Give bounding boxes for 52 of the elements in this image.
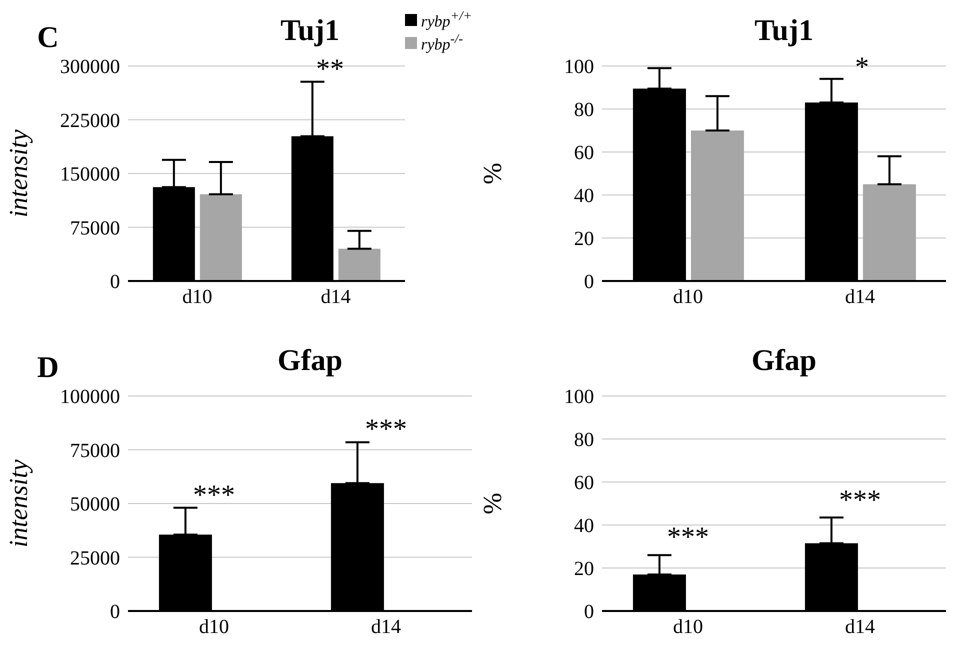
y-tick-label: 75000 xyxy=(70,217,120,240)
chart-title: Gfap xyxy=(750,344,818,378)
legend-label: rybp$^{+/+}$ xyxy=(420,8,472,32)
x-tick-label: d10 xyxy=(199,616,229,638)
annotation: *** xyxy=(839,485,881,517)
chart-title: Tuj1 xyxy=(280,14,340,47)
y-tick-label: 100 xyxy=(564,56,594,78)
y-tick-label: 40 xyxy=(574,185,594,208)
x-tick-label: d14 xyxy=(371,616,401,638)
y-tick-label: 80 xyxy=(574,429,594,452)
bar xyxy=(200,194,242,281)
chart-title: Tuj1 xyxy=(754,14,814,48)
y-tick-label: 60 xyxy=(574,472,594,494)
x-tick-label: d10 xyxy=(673,286,703,308)
annotation: *** xyxy=(365,414,407,446)
chart-title: Gfap xyxy=(276,344,344,378)
y-axis-title: intensity xyxy=(4,458,34,548)
bar xyxy=(862,184,916,281)
bar xyxy=(690,130,744,281)
y-axis-title: % xyxy=(478,162,508,184)
y-tick-label: 0 xyxy=(110,271,120,294)
annotation: *** xyxy=(193,480,235,512)
y-tick-label: 80 xyxy=(574,99,594,122)
x-tick-label: d10 xyxy=(182,286,212,308)
y-tick-label: 300000 xyxy=(60,56,120,78)
y-tick-label: 225000 xyxy=(60,110,120,132)
y-tick-label: 150000 xyxy=(60,164,120,186)
y-tick-label: 100000 xyxy=(60,386,120,408)
y-tick-label: 100 xyxy=(564,386,594,408)
x-tick-label: d14 xyxy=(320,286,351,308)
y-tick-label: 20 xyxy=(574,228,594,250)
y-tick-label: 0 xyxy=(584,271,594,294)
y-tick-label: 20 xyxy=(574,558,594,580)
annotation: *** xyxy=(667,522,709,554)
x-tick-label: d14 xyxy=(845,616,875,638)
y-axis-title: % xyxy=(478,492,508,514)
y-tick-label: 0 xyxy=(584,601,594,624)
y-tick-label: 60 xyxy=(574,142,594,164)
bar xyxy=(338,248,380,281)
x-tick-label: d14 xyxy=(845,286,875,308)
y-tick-label: 25000 xyxy=(70,547,120,570)
x-tick-label: d10 xyxy=(673,616,703,638)
y-tick-label: 75000 xyxy=(70,440,120,462)
y-axis-title: intensity xyxy=(4,128,34,218)
legend-label: rybp$^{-/-}$ xyxy=(420,31,463,55)
annotation: * xyxy=(855,52,869,84)
y-tick-label: 50000 xyxy=(70,494,120,516)
y-tick-label: 40 xyxy=(574,515,594,538)
text: C xyxy=(37,21,59,55)
y-tick-label: 0 xyxy=(110,601,120,624)
annotation: ** xyxy=(316,54,344,86)
text: D xyxy=(37,351,59,385)
